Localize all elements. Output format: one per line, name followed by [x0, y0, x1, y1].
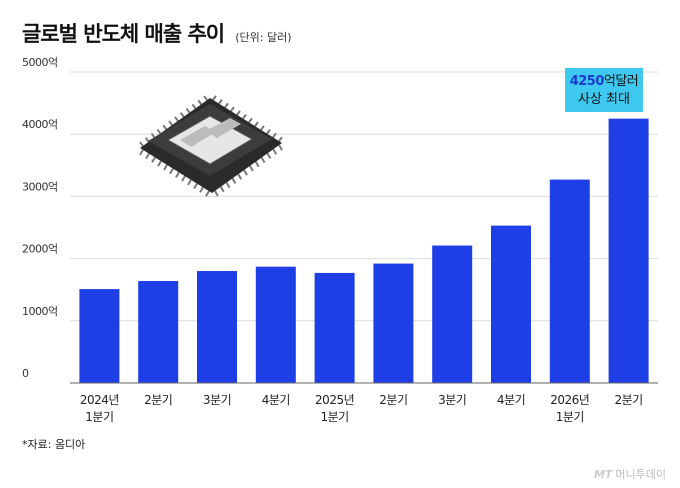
chip-pin	[219, 186, 225, 193]
chip-pin	[187, 179, 192, 186]
chip-inner-right	[206, 118, 241, 138]
chip-pin	[248, 117, 253, 123]
watermark-logo: MT	[593, 468, 613, 481]
title-row: 글로벌 반도체 매출 추이 (단위: 달러)	[22, 18, 292, 48]
chip-pin	[243, 169, 248, 176]
chip-pin	[185, 107, 191, 114]
chip-pin	[151, 156, 156, 163]
chip-pin	[145, 153, 150, 160]
chip-pin	[260, 125, 265, 131]
chip-pin	[254, 161, 260, 168]
chart-title: 글로벌 반도체 매출 추이	[22, 22, 225, 46]
y-tick-label: 1000억	[22, 305, 58, 318]
chip-pin	[218, 99, 223, 105]
chip-pin	[225, 182, 231, 189]
x-tick-label: 2분기	[379, 393, 407, 407]
chip-pin	[236, 110, 241, 116]
chip-pin	[266, 152, 272, 159]
chip-pin	[139, 149, 144, 156]
chip-pin	[163, 164, 168, 171]
y-tick-label: 0	[22, 367, 29, 380]
x-tick-label: 3분기	[203, 393, 231, 407]
chip-pin	[272, 148, 278, 155]
chip-pin	[278, 144, 283, 151]
chip-pin	[179, 112, 185, 118]
bar	[491, 225, 531, 383]
chip-pin	[139, 141, 144, 147]
y-tick-label: 3000억	[22, 180, 58, 193]
callout-box	[565, 68, 643, 112]
bars	[79, 118, 649, 384]
x-tick-label: 4분기	[497, 393, 525, 407]
chip-pin	[197, 99, 203, 105]
chip-pin	[203, 95, 208, 101]
chip-pins	[139, 95, 283, 197]
chip-pin	[214, 190, 219, 197]
chip-pin	[175, 171, 180, 178]
bar	[432, 245, 473, 383]
y-axis-ticks: 0 1000억 2000억 3000억 4000억 5000억	[22, 56, 58, 380]
chip-pin	[174, 116, 179, 122]
x-tick-label: 4분기	[262, 393, 290, 407]
record-callout: 4250억달러 사상 최대	[565, 68, 643, 112]
callout-line2: 사상 최대	[578, 92, 630, 107]
chip-pin	[156, 128, 162, 135]
chip-pin	[254, 121, 259, 127]
chip-pin	[169, 168, 174, 175]
chip-pin	[181, 175, 186, 182]
chip-pin	[193, 183, 198, 190]
bar	[608, 118, 649, 384]
chip-pin	[231, 177, 237, 184]
chip-pin	[249, 165, 254, 172]
bar	[197, 271, 237, 383]
chip-pin	[230, 106, 235, 112]
bar	[314, 272, 355, 383]
x-tick-label: 3분기	[438, 393, 466, 407]
chip-pin	[224, 102, 229, 108]
x-tick-label: 2분기	[614, 393, 642, 407]
callout-value: 4250	[570, 74, 605, 89]
chip-pin	[242, 114, 247, 120]
x-axis-ticks: 2024년 1분기 2분기 3분기 4분기 2025년 1분기 2분기 3분기 4분기 2026년 1…	[80, 393, 643, 424]
x-tick-label: 1분기	[320, 410, 348, 424]
bar	[255, 266, 296, 383]
source-note: *자료: 옴디아	[22, 438, 86, 451]
unit-label: (단위: 달러)	[235, 31, 292, 44]
callout-value-suffix: 억달러	[604, 74, 638, 89]
chip-pin	[278, 136, 283, 142]
y-tick-label: 4000억	[22, 118, 58, 131]
chip-pin	[237, 173, 243, 180]
x-tick-label: 1분기	[85, 410, 113, 424]
chip-pin	[157, 160, 162, 167]
x-tick-label: 2025년	[315, 393, 354, 407]
y-tick-label: 5000억	[22, 56, 58, 69]
bar	[79, 289, 120, 383]
chip-pin	[150, 132, 156, 139]
chip-pin	[162, 124, 168, 130]
x-tick-label: 1분기	[556, 410, 584, 424]
chip-pin	[260, 157, 266, 164]
chip-pin	[168, 120, 173, 126]
callout-line1: 4250억달러	[570, 74, 639, 89]
chip-pin	[212, 95, 217, 101]
y-tick-label: 2000억	[22, 243, 58, 256]
watermark-text: 머니투데이	[615, 468, 666, 481]
x-tick-label: 2024년	[80, 393, 119, 407]
chip-pin	[272, 132, 277, 138]
chip-pin	[191, 103, 197, 110]
bar	[549, 179, 590, 383]
bar	[373, 263, 414, 383]
x-tick-label: 2026년	[550, 393, 589, 407]
bar	[138, 280, 179, 383]
chip-pin	[199, 186, 204, 193]
chip-illustration	[139, 95, 283, 197]
chip-pin	[205, 190, 210, 197]
chip-pin	[266, 129, 271, 135]
watermark: MT 머니투데이	[594, 466, 666, 482]
x-tick-label: 2분기	[144, 393, 172, 407]
